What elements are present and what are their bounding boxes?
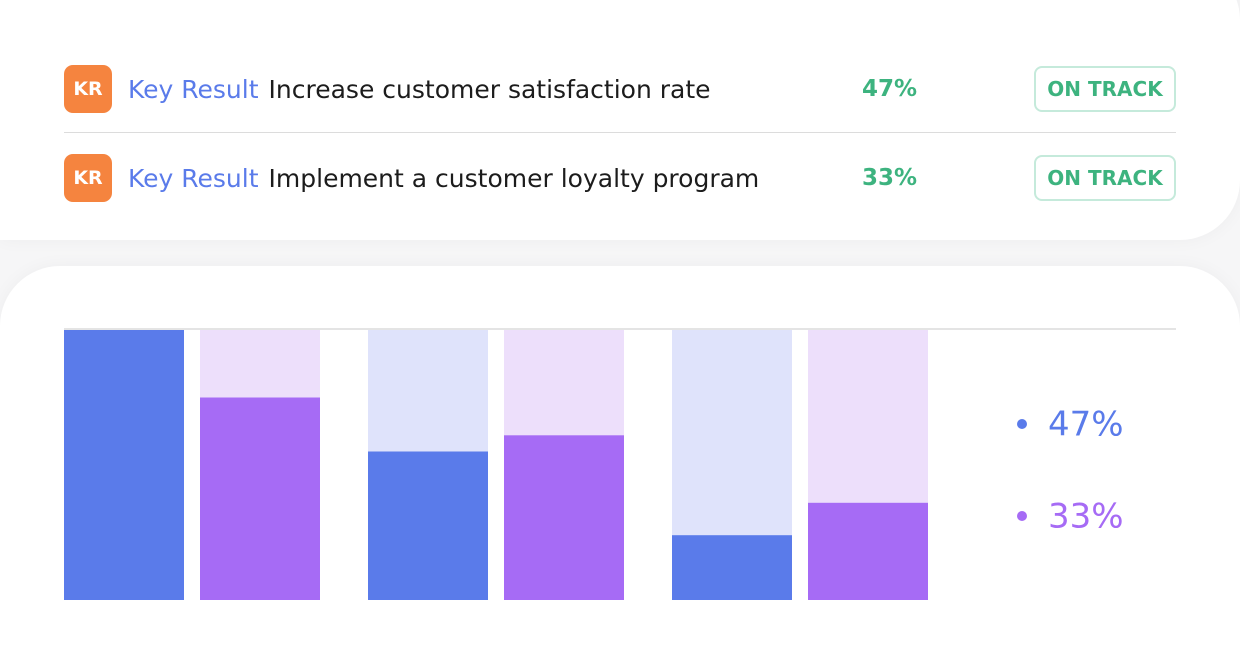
bar (64, 330, 184, 600)
legend-label: 47% (1048, 405, 1124, 445)
key-result-row[interactable]: KR Key Result Increase customer satisfac… (64, 65, 1176, 113)
page: KR Key Result Increase customer satisfac… (0, 0, 1240, 600)
kr-title: Implement a customer loyalty program (268, 163, 760, 193)
key-result-row[interactable]: KR Key Result Implement a customer loyal… (64, 154, 1176, 202)
legend-dot (1017, 511, 1027, 521)
kr-progress: 47% (862, 76, 918, 102)
chart: 47% 33% (64, 328, 1176, 600)
bar (808, 502, 928, 600)
status-badge: ON TRACK (1034, 155, 1176, 201)
divider (64, 132, 1176, 133)
bar (200, 397, 320, 600)
kr-title: Increase customer satisfaction rate (268, 74, 711, 104)
kr-label: Key Result (128, 163, 259, 193)
legend-dot (1017, 419, 1027, 429)
key-results-card (0, 0, 1240, 240)
kr-progress: 33% (862, 165, 918, 191)
status-badge: ON TRACK (1034, 66, 1176, 112)
kr-label: Key Result (128, 74, 259, 104)
kr-badge: KR (64, 65, 112, 113)
legend-label: 33% (1048, 497, 1124, 537)
bar (368, 451, 488, 600)
kr-badge: KR (64, 154, 112, 202)
bar (672, 535, 792, 600)
bar (504, 435, 624, 600)
